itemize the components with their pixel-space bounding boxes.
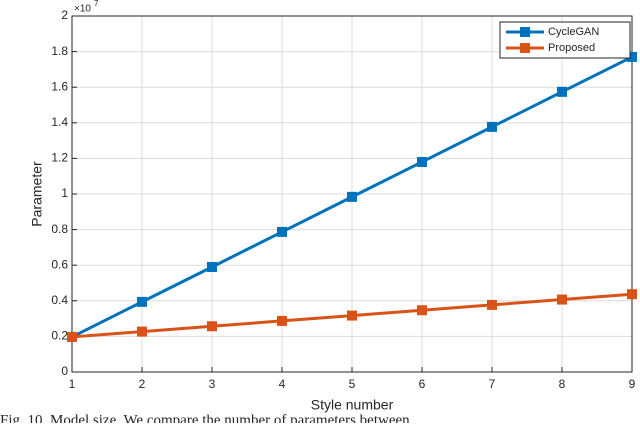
point-marker [557,86,567,97]
point-marker [207,321,217,332]
x-tick-label: 2 [139,377,146,391]
point-marker [417,305,427,316]
y-tick-label: 0.2 [51,329,68,343]
point-marker [417,156,427,167]
x-tick-label: 8 [559,377,566,391]
legend-label: CycleGAN [548,26,599,38]
point-marker [137,326,147,337]
point-marker [207,261,217,272]
y-tick-label: 0.4 [51,293,68,307]
legend-label: Proposed [548,42,595,54]
point-marker [557,294,567,305]
x-tick-label: 3 [209,377,216,391]
x-tick-label: 1 [69,377,76,391]
point-marker [347,191,357,202]
point-marker [627,51,637,62]
point-marker [487,299,497,310]
x-tick-label: 9 [629,377,636,391]
x-axis-label: Style number [311,397,394,413]
x-tick-label: 6 [419,377,426,391]
point-marker [487,121,497,132]
point-marker [627,289,637,300]
y-tick-label: 1.4 [51,115,68,129]
y-tick-label: 2 [61,8,68,22]
x-tick-label: 4 [279,377,286,391]
point-marker [67,331,77,342]
y-tick-label: 1.2 [51,151,68,165]
y-tick-label: 0 [61,364,68,378]
y-tick-label: 1.8 [51,44,68,58]
y-tick-label: 1 [61,186,68,200]
y-tick-label: 0.8 [51,222,68,236]
y-tick-label: 0.6 [51,257,68,271]
point-marker [277,315,287,326]
legend-marker [520,27,530,37]
caption: Fig. 10. Model size. We compare the numb… [0,412,410,423]
point-marker [347,310,357,321]
point-marker [277,226,287,237]
y-tick-label: 1.6 [51,79,68,93]
plot-frame [71,15,633,373]
legend-marker [520,43,530,53]
y-axis-label: Parameter [29,161,45,227]
y-multiplier-exponent: 7 [94,0,99,8]
x-tick-label: 7 [489,377,496,391]
x-tick-label: 5 [349,377,356,391]
point-marker [137,296,147,307]
y-multiplier: ×10 [74,4,91,15]
